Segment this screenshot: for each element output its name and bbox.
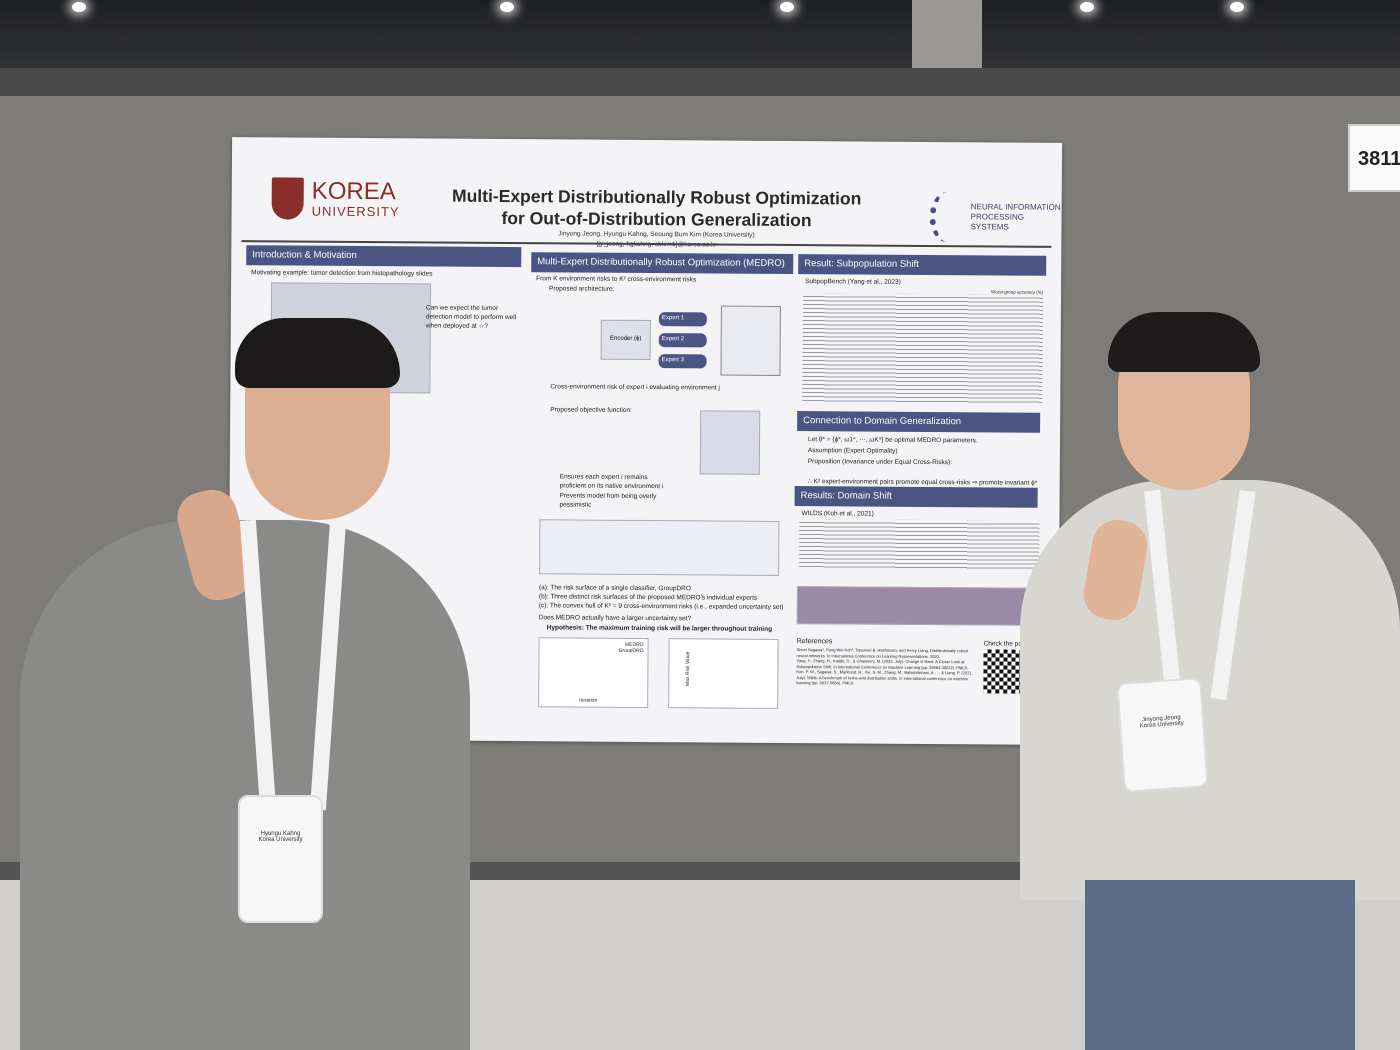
- bullet: Let θ* = {ϕ*, ω1*, ⋯, ωK*} be optimal ME…: [807, 436, 978, 445]
- risk-surface-figure: [539, 519, 780, 576]
- risk-matrix: [720, 305, 781, 376]
- encoder-box: Encoder (ϕ): [600, 319, 651, 361]
- dataset-samples-figure: [796, 586, 1035, 626]
- person-right-hair: [1108, 312, 1260, 372]
- expert3-box: Expert 3: [658, 354, 707, 369]
- intro-text: Motivating example: tumor detection from…: [251, 269, 433, 278]
- name-badge-left: Hyungu Kahng Korea University: [238, 795, 323, 923]
- expert2-box: Expert 2: [658, 333, 707, 348]
- training-risk-chart: MEDRO GroupDRO Iteration: [538, 637, 649, 709]
- poster-title: Multi-Expert Distributionally Robust Opt…: [451, 185, 862, 231]
- medro-hypothesis: Hypothesis: The maximum training risk wi…: [546, 624, 773, 633]
- bullet: Prevents model from being overly pessimi…: [559, 492, 657, 509]
- section-header-intro: Introduction & Motivation: [246, 245, 522, 268]
- objective-matrix: [699, 410, 761, 475]
- ceiling-light: [780, 2, 794, 12]
- section-header-medro: Multi-Expert Distributionally Robust Opt…: [531, 252, 794, 275]
- booth-frame: [0, 68, 1400, 98]
- booth-number-sign: 3811: [1348, 124, 1400, 192]
- ceiling-light: [72, 2, 86, 12]
- caption: (c): The convex hull of K² = 9 cross-env…: [538, 602, 784, 611]
- person-right-jeans: [1085, 880, 1355, 1050]
- person-left-sweater: [20, 520, 470, 1050]
- neurips-logo: NEURAL INFORMATION PROCESSING SYSTEMS: [929, 191, 1061, 243]
- logo-text: UNIVERSITY: [311, 203, 400, 219]
- bullet: Ensures each expert i remains proficient…: [559, 473, 664, 491]
- objective-label: Proposed objective function:: [550, 406, 632, 414]
- person-left-hair: [235, 318, 400, 388]
- ceiling-light: [1080, 2, 1094, 12]
- training-risk-chart: Max Risk Value: [668, 638, 779, 709]
- intro-question: Can we expect the tumor detection model …: [425, 304, 517, 330]
- expert1-box: Expert 1: [658, 312, 707, 327]
- shield-icon: [271, 177, 304, 220]
- medro-arch-label: Proposed architecture:: [549, 285, 615, 293]
- subpop-benchmark: SubpopBench (Yang et al., 2023): [805, 278, 901, 286]
- cross-risk-text: Cross-environment risk of expert i evalu…: [550, 383, 720, 392]
- reference-list: Shiori Sagawa*, Pang Wei Koh*, Tatsunori…: [796, 647, 973, 686]
- dots-icon: [929, 191, 965, 243]
- domain-benchmark: WILDS (Koh et al., 2021): [801, 510, 874, 518]
- bullet: Assumption (Expert Optimality): [807, 447, 898, 455]
- section-header-subpop: Result: Subpopulation Shift: [798, 254, 1047, 276]
- section-header-dg: Connection to Domain Generalization: [797, 411, 1041, 433]
- person-right-sweater: [1020, 480, 1400, 900]
- ceiling-light: [1230, 2, 1244, 12]
- logo-text: KOREA: [311, 177, 396, 205]
- name-badge-right: Jinyong Jeong Korea University: [1116, 677, 1209, 793]
- bullet: Proposition (Invariance under Equal Cros…: [807, 458, 953, 467]
- wilds-results-table: [799, 519, 1040, 571]
- medro-question: Does MEDRO actually have a larger uncert…: [538, 614, 692, 623]
- subpop-results-table: [802, 293, 1044, 405]
- ceiling-light: [500, 2, 514, 12]
- section-header-domain-shift: Results: Domain Shift: [794, 486, 1038, 508]
- references-header: References: [796, 638, 833, 646]
- korea-university-logo: KOREA UNIVERSITY: [271, 177, 400, 220]
- medro-subtitle: From K environment risks to K² cross-env…: [536, 275, 697, 284]
